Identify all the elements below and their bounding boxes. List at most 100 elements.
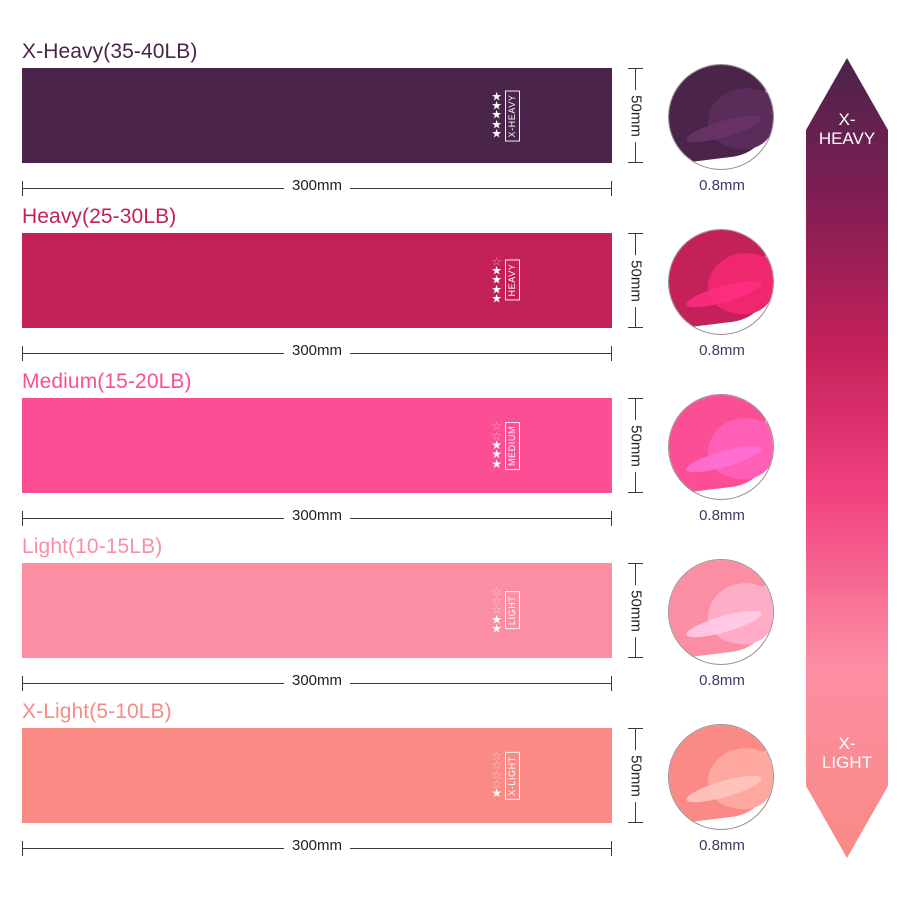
width-dimension-label: 300mm xyxy=(283,672,351,689)
dimension-cap-left xyxy=(22,511,23,526)
band-mark-label: X-HEAVY xyxy=(505,89,520,142)
width-dimension-label: 300mm xyxy=(283,342,351,359)
band-mark-label: X-LIGHT xyxy=(505,751,520,800)
height-dimension-label: 50mm xyxy=(627,419,645,472)
band-swatch: ☆ ☆ ★ ★ ★ MEDIUM xyxy=(22,398,612,493)
dimension-cap-left xyxy=(22,841,23,856)
star-filled-icon: ★ xyxy=(491,126,502,141)
band-swatch: ★ ★ ★ ★ ★ X-HEAVY xyxy=(22,68,612,163)
width-dimension: 300mm xyxy=(22,507,612,529)
dimension-cap-top xyxy=(628,728,643,729)
band-swatch: ☆ ★ ★ ★ ★ HEAVY xyxy=(22,233,612,328)
star-empty-icon: ☆ xyxy=(491,767,502,782)
star-rating: ☆ ★ ★ ★ ★ xyxy=(491,254,502,306)
star-empty-icon: ☆ xyxy=(491,593,502,608)
dimension-cap-left xyxy=(22,181,23,196)
band-body: ★ ★ ★ ★ ★ X-HEAVY xyxy=(22,68,612,163)
star-empty-icon: ☆ xyxy=(491,428,502,443)
dimension-cap-bottom xyxy=(628,327,643,328)
height-dimension-label: 50mm xyxy=(627,254,645,307)
band-mark-label: HEAVY xyxy=(505,260,520,301)
star-empty-icon: ☆ xyxy=(491,419,502,434)
dimension-cap-right xyxy=(611,346,612,361)
thickness-inset: 0.8mm xyxy=(668,559,776,689)
star-empty-icon: ☆ xyxy=(491,254,502,269)
width-dimension: 300mm xyxy=(22,672,612,694)
width-dimension-label: 300mm xyxy=(283,507,351,524)
star-filled-icon: ★ xyxy=(491,291,502,306)
star-filled-icon: ★ xyxy=(491,456,502,471)
band-body: ☆ ☆ ☆ ★ ★ LIGHT xyxy=(22,563,612,658)
star-empty-icon: ☆ xyxy=(491,584,502,599)
dimension-cap-right xyxy=(611,841,612,856)
band-print-mark: ☆ ☆ ☆ ★ ★ LIGHT xyxy=(491,584,520,636)
thickness-closeup xyxy=(668,394,774,500)
star-rating: ☆ ☆ ★ ★ ★ xyxy=(491,419,502,471)
band-title: Light(10-15LB) xyxy=(22,535,163,558)
thickness-label: 0.8mm xyxy=(699,342,745,359)
arrow-top-label: X- HEAVY xyxy=(806,110,888,148)
height-dimension-label: 50mm xyxy=(627,89,645,142)
star-filled-icon: ★ xyxy=(491,437,502,452)
dimension-cap-top xyxy=(628,233,643,234)
band-title: Medium(15-20LB) xyxy=(22,370,192,393)
thickness-inset: 0.8mm xyxy=(668,229,776,359)
star-filled-icon: ★ xyxy=(491,89,502,104)
dimension-cap-bottom xyxy=(628,822,643,823)
dimension-cap-bottom xyxy=(628,492,643,493)
dimension-cap-right xyxy=(611,181,612,196)
height-dimension: 50mm xyxy=(624,398,648,493)
height-dimension: 50mm xyxy=(624,563,648,658)
height-dimension: 50mm xyxy=(624,233,648,328)
arrow-bottom-label: X- LIGHT xyxy=(806,734,888,772)
height-dimension-label: 50mm xyxy=(627,749,645,802)
thickness-closeup xyxy=(668,229,774,335)
thickness-closeup xyxy=(668,64,774,170)
star-rating: ★ ★ ★ ★ ★ xyxy=(491,89,502,141)
band-mark-label: MEDIUM xyxy=(505,421,520,470)
band-mark-label: LIGHT xyxy=(505,591,520,630)
star-filled-icon: ★ xyxy=(491,612,502,627)
star-rating: ☆ ☆ ☆ ☆ ★ xyxy=(491,750,502,801)
resistance-gradient-arrow: X- HEAVY X- LIGHT xyxy=(806,58,888,858)
thickness-label: 0.8mm xyxy=(699,837,745,854)
dimension-cap-right xyxy=(611,676,612,691)
dimension-cap-right xyxy=(611,511,612,526)
thickness-closeup xyxy=(668,559,774,665)
star-filled-icon: ★ xyxy=(491,621,502,636)
star-filled-icon: ★ xyxy=(491,272,502,287)
thickness-inset: 0.8mm xyxy=(668,724,776,854)
star-filled-icon: ★ xyxy=(491,117,502,132)
arrow-bottom-label-line2: LIGHT xyxy=(821,752,873,772)
dimension-cap-top xyxy=(628,563,643,564)
dimension-cap-left xyxy=(22,676,23,691)
band-swatch: ☆ ☆ ☆ ☆ ★ X-LIGHT xyxy=(22,728,612,823)
star-empty-icon: ☆ xyxy=(491,602,502,617)
star-empty-icon: ☆ xyxy=(491,758,502,773)
height-dimension: 50mm xyxy=(624,68,648,163)
thickness-label: 0.8mm xyxy=(699,507,745,524)
dimension-cap-left xyxy=(22,346,23,361)
star-filled-icon: ★ xyxy=(491,282,502,297)
width-dimension: 300mm xyxy=(22,177,612,199)
band-body: ☆ ☆ ★ ★ ★ MEDIUM xyxy=(22,398,612,493)
thickness-closeup xyxy=(668,724,774,830)
band-print-mark: ☆ ★ ★ ★ ★ HEAVY xyxy=(491,254,520,306)
arrow-shape xyxy=(806,58,888,858)
star-filled-icon: ★ xyxy=(491,98,502,113)
arrow-bottom-label-line1: X- xyxy=(838,733,856,753)
width-dimension-label: 300mm xyxy=(283,837,351,854)
height-dimension: 50mm xyxy=(624,728,648,823)
width-dimension: 300mm xyxy=(22,342,612,364)
dimension-cap-top xyxy=(628,398,643,399)
dimension-cap-bottom xyxy=(628,657,643,658)
dimension-cap-bottom xyxy=(628,162,643,163)
arrow-top-label-line1: X- xyxy=(838,110,856,129)
star-filled-icon: ★ xyxy=(491,786,502,801)
width-dimension-label: 300mm xyxy=(283,177,351,194)
band-swatch: ☆ ☆ ☆ ★ ★ LIGHT xyxy=(22,563,612,658)
thickness-label: 0.8mm xyxy=(699,672,745,689)
star-filled-icon: ★ xyxy=(491,107,502,122)
thickness-inset: 0.8mm xyxy=(668,394,776,524)
